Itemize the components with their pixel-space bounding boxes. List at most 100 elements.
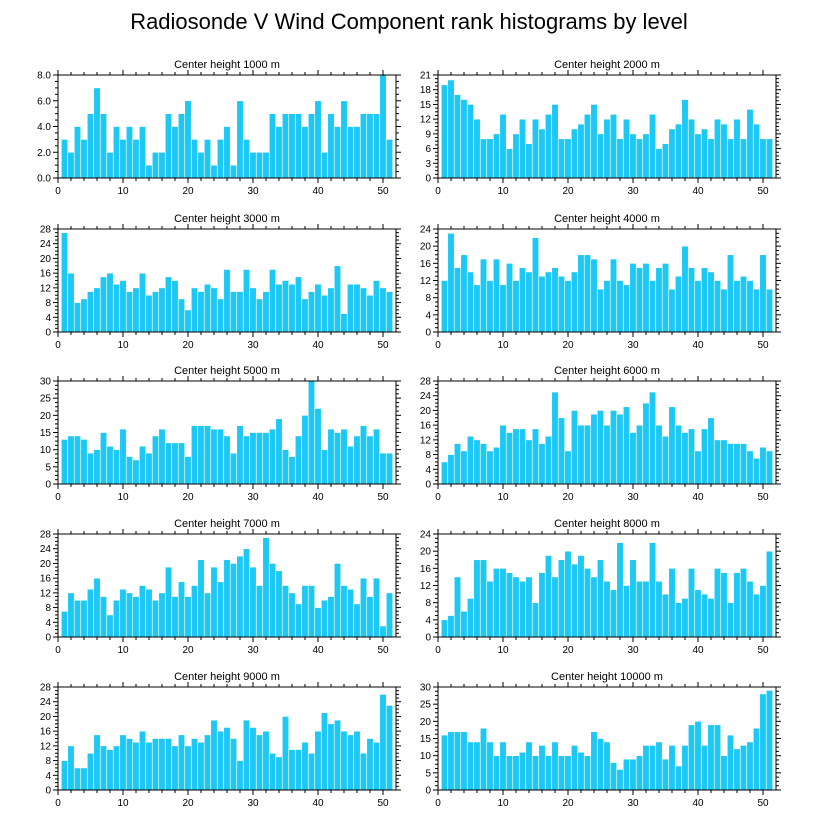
histogram-bar xyxy=(249,566,257,638)
histogram-bar xyxy=(229,738,238,791)
histogram-bar xyxy=(327,596,335,638)
histogram-bar xyxy=(551,576,559,638)
histogram-bar xyxy=(564,450,572,485)
x-tick-label: 20 xyxy=(562,798,574,809)
panel-title: Center height 2000 m xyxy=(554,59,660,71)
y-tick-label: 8 xyxy=(425,450,431,461)
histogram-bar xyxy=(125,592,134,638)
histogram-bar xyxy=(275,756,283,791)
histogram-bar xyxy=(119,139,127,179)
histogram-bar xyxy=(681,598,689,638)
histogram-bar xyxy=(73,599,82,638)
histogram-bar xyxy=(138,585,147,638)
histogram-bar xyxy=(60,232,69,333)
y-tick-label: 24 xyxy=(420,530,432,541)
histogram-bar xyxy=(596,133,605,179)
histogram-bar xyxy=(720,755,728,791)
histogram-bar xyxy=(544,113,553,179)
histogram-bar xyxy=(577,751,585,791)
y-tick-label: 12 xyxy=(420,435,432,446)
histogram-bar xyxy=(275,283,283,333)
histogram-bar xyxy=(505,148,514,179)
histogram-bar xyxy=(661,435,670,485)
histogram-bar xyxy=(538,128,546,179)
histogram-bar xyxy=(301,298,309,333)
histogram-bar xyxy=(379,452,387,485)
histogram-bar xyxy=(125,738,134,791)
histogram-bar xyxy=(687,568,696,638)
histogram-bar xyxy=(713,724,722,791)
histogram-bar xyxy=(752,593,761,638)
histogram-bar xyxy=(80,599,88,638)
histogram-bar xyxy=(551,104,559,179)
histogram-bar xyxy=(236,100,244,179)
x-tick-label: 10 xyxy=(497,492,509,503)
histogram-bar xyxy=(359,577,368,638)
histogram-bar xyxy=(151,435,160,485)
histogram-bar xyxy=(385,705,394,791)
x-tick-label: 50 xyxy=(377,186,389,197)
histogram-bar xyxy=(629,758,637,791)
histogram-bar xyxy=(447,615,455,638)
x-tick-label: 0 xyxy=(435,798,441,809)
histogram-bar xyxy=(583,755,592,791)
histogram-bar xyxy=(359,287,368,333)
histogram-bar xyxy=(544,755,553,791)
histogram-bar xyxy=(648,391,657,485)
histogram-bar xyxy=(327,113,335,179)
x-tick-label: 30 xyxy=(627,340,639,351)
histogram-bar xyxy=(616,769,624,791)
histogram-bar xyxy=(151,738,160,791)
x-tick-label: 40 xyxy=(312,798,324,809)
histogram-bar xyxy=(700,428,709,485)
y-tick-label: 28 xyxy=(40,530,52,541)
histogram-bar xyxy=(479,443,488,485)
histogram-bar xyxy=(531,428,540,485)
histogram-bar xyxy=(531,602,540,638)
histogram-bar xyxy=(674,275,683,333)
x-tick-label: 10 xyxy=(497,798,509,809)
histogram-bar xyxy=(177,298,186,333)
histogram-bar xyxy=(197,559,205,638)
y-tick-label: 21 xyxy=(420,71,432,82)
histogram-bar xyxy=(726,734,735,791)
histogram-bar xyxy=(177,734,186,791)
histogram-bar xyxy=(262,432,270,485)
histogram-bar xyxy=(320,449,329,485)
histogram-bar xyxy=(759,254,767,333)
x-tick-label: 40 xyxy=(312,645,324,656)
histogram-bar xyxy=(759,446,767,485)
histogram-bar xyxy=(190,139,199,179)
histogram-bar xyxy=(346,283,355,333)
histogram-bar xyxy=(255,734,264,791)
histogram-bar xyxy=(249,432,257,485)
histogram-bar xyxy=(557,138,566,179)
histogram-bar xyxy=(473,118,481,179)
histogram-bar xyxy=(125,456,134,485)
y-tick-label: 12 xyxy=(420,276,432,287)
histogram-bar xyxy=(486,741,494,791)
histogram-bar xyxy=(557,417,566,485)
histogram-bar xyxy=(210,719,218,791)
panel-8: Center height 8000 m 0 4 8 12 16 20 24 0 10 20 30 40… xyxy=(420,518,781,656)
histogram-bar xyxy=(372,428,381,485)
histogram-bar xyxy=(379,74,387,179)
histogram-bar xyxy=(327,287,335,333)
y-tick-label: 0 xyxy=(45,328,51,339)
histogram-bar xyxy=(603,424,611,485)
histogram-bar xyxy=(106,272,114,333)
histogram-bar xyxy=(681,432,689,485)
histogram-bar xyxy=(603,580,611,638)
y-tick-label: 20 xyxy=(40,254,52,265)
histogram-bar xyxy=(518,267,527,333)
y-tick-label: 20 xyxy=(420,242,432,253)
histogram-bar xyxy=(106,749,114,791)
y-tick-label: 20 xyxy=(40,559,52,570)
histogram-bar xyxy=(145,452,153,485)
histogram-bar xyxy=(460,254,468,333)
histogram-bar xyxy=(616,542,624,638)
histogram-bar xyxy=(268,428,277,485)
histogram-bar xyxy=(301,741,309,791)
histogram-bar xyxy=(466,435,475,485)
